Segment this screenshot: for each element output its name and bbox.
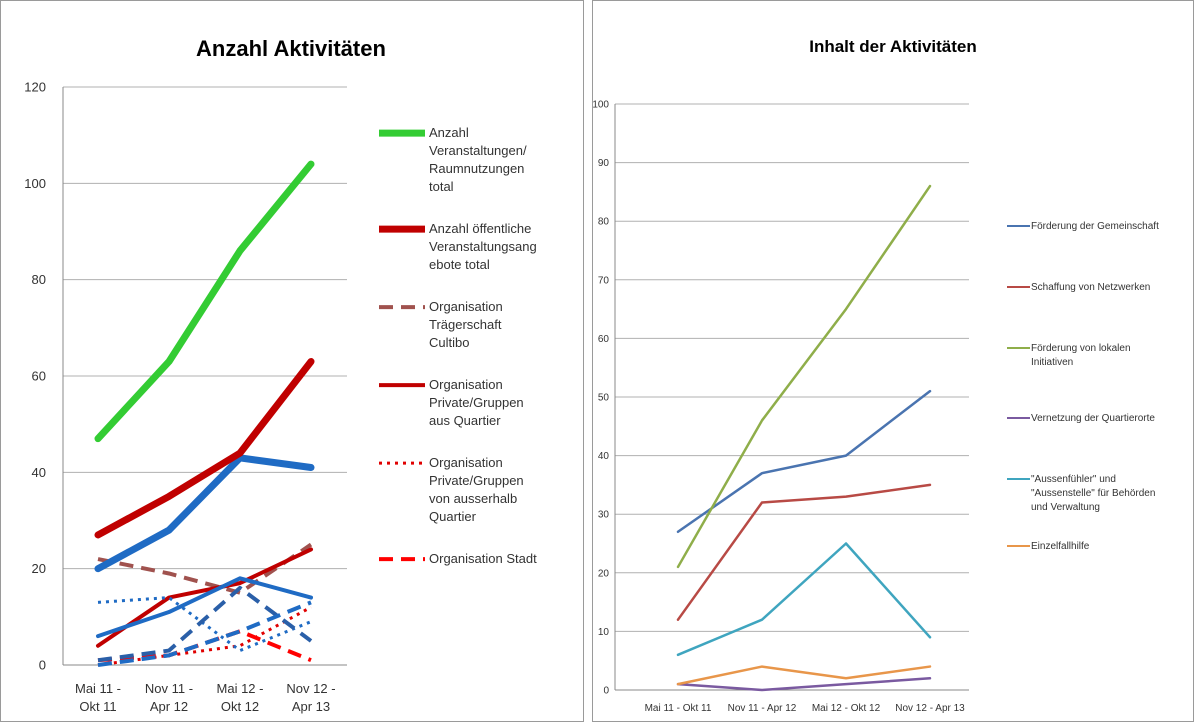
legend-label: Veranstaltungen/	[429, 143, 527, 158]
y-tick-label: 60	[32, 369, 46, 384]
y-tick-label: 30	[598, 510, 610, 521]
legend-label: und Verwaltung	[1031, 502, 1100, 513]
legend-label: Schaffung von Netzwerken	[1031, 282, 1150, 293]
legend-label: Anzahl öffentliche	[429, 221, 531, 236]
legend-label: Förderung der Gemeinschaft	[1031, 221, 1159, 232]
legend-label: Private/Gruppen	[429, 473, 524, 488]
legend-label: Einzelfallhilfe	[1031, 541, 1090, 552]
chart-title: Inhalt der Aktivitäten	[809, 37, 977, 56]
x-tick-label: Mai 11 -	[75, 681, 121, 696]
series-line	[678, 544, 930, 655]
y-tick-label: 20	[598, 568, 610, 579]
legend-label: von ausserhalb	[429, 491, 517, 506]
y-tick-label: 80	[598, 217, 610, 228]
legend-label: Vernetzung der Quartierorte	[1031, 413, 1155, 424]
legend-label: Organisation Stadt	[429, 551, 537, 566]
x-tick-label: Apr 13	[292, 699, 330, 714]
legend-label: Veranstaltungsang	[429, 239, 537, 254]
y-tick-label: 80	[32, 272, 46, 287]
x-tick-label: Nov 12 - Apr 13	[895, 703, 965, 714]
y-tick-label: 90	[598, 158, 610, 169]
legend-label: Organisation	[429, 377, 503, 392]
legend-label: Anzahl	[429, 125, 469, 140]
series-line	[678, 186, 930, 567]
legend-label: Förderung von lokalen	[1031, 343, 1131, 354]
legend-label: aus Quartier	[429, 413, 501, 428]
y-tick-label: 20	[32, 561, 46, 576]
chart-activities-content: Inhalt der Aktivitäten 0 10 20 30 40 50 60 70 80 9…	[593, 1, 1194, 723]
legend-label: Private/Gruppen	[429, 395, 524, 410]
y-tick-label: 40	[32, 465, 46, 480]
x-tick-label: Nov 11 -	[145, 681, 193, 696]
legend-label: Cultibo	[429, 335, 469, 350]
series-line	[678, 391, 930, 532]
y-tick-label: 100	[593, 100, 609, 111]
y-tick-label: 60	[598, 334, 610, 345]
y-tick-label: 100	[24, 176, 46, 191]
y-tick-label: 120	[24, 80, 46, 95]
legend-label: ebote total	[429, 257, 490, 272]
series-line	[678, 678, 930, 690]
legend-label: Quartier	[429, 509, 477, 524]
legend-label: Organisation	[429, 455, 503, 470]
chart-panel-activities-count: Anzahl Aktivitäten 0 20 40 60 80 100 120 Mai 11 …	[0, 0, 584, 722]
y-tick-label: 70	[598, 275, 610, 286]
series-line	[98, 578, 311, 636]
x-tick-label: Mai 12 -	[217, 681, 264, 696]
legend-label: Raumnutzungen	[429, 161, 524, 176]
x-tick-label: Apr 12	[150, 699, 188, 714]
legend-label: Trägerschaft	[429, 317, 502, 332]
x-tick-label: Mai 11 - Okt 11	[645, 703, 712, 714]
legend-label: Organisation	[429, 299, 503, 314]
legend-label: Initiativen	[1031, 357, 1073, 368]
y-tick-label: 0	[603, 686, 609, 697]
legend-label: "Aussenstelle" für Behörden	[1031, 488, 1155, 499]
legend-label: total	[429, 179, 454, 194]
y-tick-label: 0	[39, 658, 46, 673]
x-tick-label: Okt 12	[221, 699, 259, 714]
chart-title: Anzahl Aktivitäten	[196, 36, 386, 61]
x-tick-label: Okt 11	[79, 699, 116, 714]
y-tick-label: 10	[598, 627, 610, 638]
chart-panel-activities-content: Inhalt der Aktivitäten 0 10 20 30 40 50 60 70 80 9…	[592, 0, 1194, 722]
y-tick-label: 40	[598, 451, 610, 462]
legend-label: "Aussenfühler" und	[1031, 474, 1116, 485]
x-tick-label: Mai 12 - Okt 12	[812, 703, 881, 714]
x-tick-label: Nov 11 - Apr 12	[728, 703, 797, 714]
chart-activities-count: Anzahl Aktivitäten 0 20 40 60 80 100 120 Mai 11 …	[1, 1, 585, 723]
y-tick-label: 50	[598, 393, 610, 404]
x-tick-label: Nov 12 -	[286, 681, 335, 696]
series-line	[98, 362, 311, 535]
